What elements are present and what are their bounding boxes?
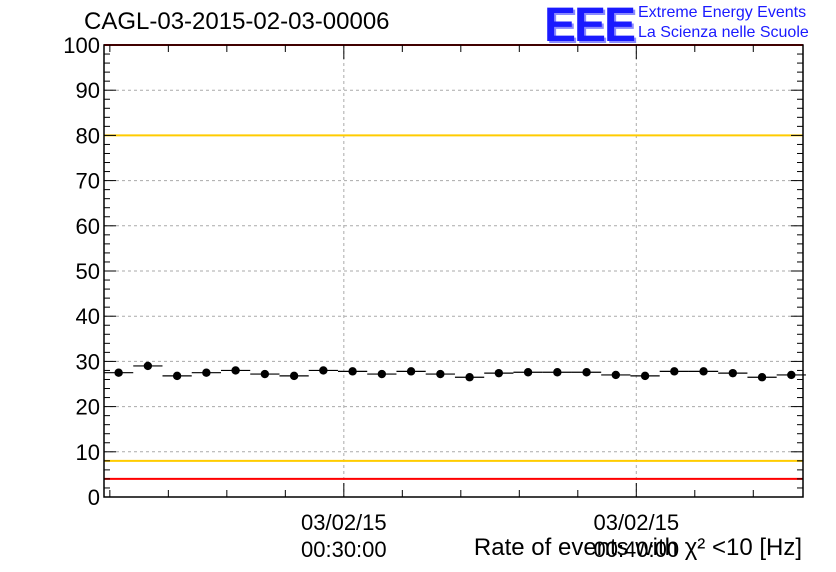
chart-title: CAGL-03-2015-02-03-00006 (84, 8, 390, 35)
y-tick-label: 0 (88, 485, 100, 510)
data-point (640, 371, 650, 381)
data-point (202, 368, 211, 377)
data-point (494, 368, 504, 378)
grid (104, 45, 803, 497)
axes (103, 44, 804, 498)
data-point (348, 367, 357, 376)
y-tick-label: 40 (76, 304, 100, 329)
data-point (465, 373, 474, 382)
data-point (699, 367, 708, 376)
data-point (114, 368, 123, 377)
y-tick-label: 20 (76, 395, 100, 420)
data-point (728, 368, 738, 378)
data-point (406, 367, 416, 376)
data-point (172, 371, 182, 381)
data-point (553, 368, 562, 377)
y-tick-label: 60 (76, 214, 100, 239)
y-tick-label: 80 (76, 123, 100, 148)
data-point (757, 373, 767, 382)
data-point (436, 369, 445, 379)
data-points (104, 361, 806, 382)
x-axis-title: Rate of events with χ² <10 [Hz] (473, 534, 802, 561)
data-point (787, 370, 796, 380)
y-tick-label: 70 (76, 169, 100, 194)
data-point (260, 369, 270, 379)
data-point (231, 366, 240, 375)
reference-lines (104, 44, 803, 480)
logo-line1: Extreme Energy Events (638, 4, 807, 21)
data-point (582, 368, 591, 377)
x-tick-label-time: 00:40:00 (593, 537, 679, 562)
x-tick-label-date: 03/02/15 (301, 510, 387, 535)
data-point (319, 366, 328, 375)
y-tick-label: 50 (76, 259, 100, 284)
y-tick-label: 90 (76, 78, 100, 103)
data-point (289, 371, 299, 381)
logo-line2: La Scienza nelle Scuole (638, 24, 809, 41)
logo-mark: EEE (544, 0, 636, 52)
data-point (611, 370, 621, 380)
y-tick-label: 100 (63, 33, 100, 58)
data-point (670, 367, 679, 376)
y-tick-label: 30 (76, 349, 100, 374)
data-point (377, 369, 387, 379)
data-point (523, 368, 533, 377)
x-tick-label-date: 03/02/15 (593, 510, 679, 535)
data-point (143, 361, 153, 371)
x-tick-label-time: 00:30:00 (301, 537, 387, 562)
y-tick-label: 10 (76, 440, 100, 465)
tick-labels: 010203040506070809010003/02/1500:30:0003… (63, 33, 679, 562)
